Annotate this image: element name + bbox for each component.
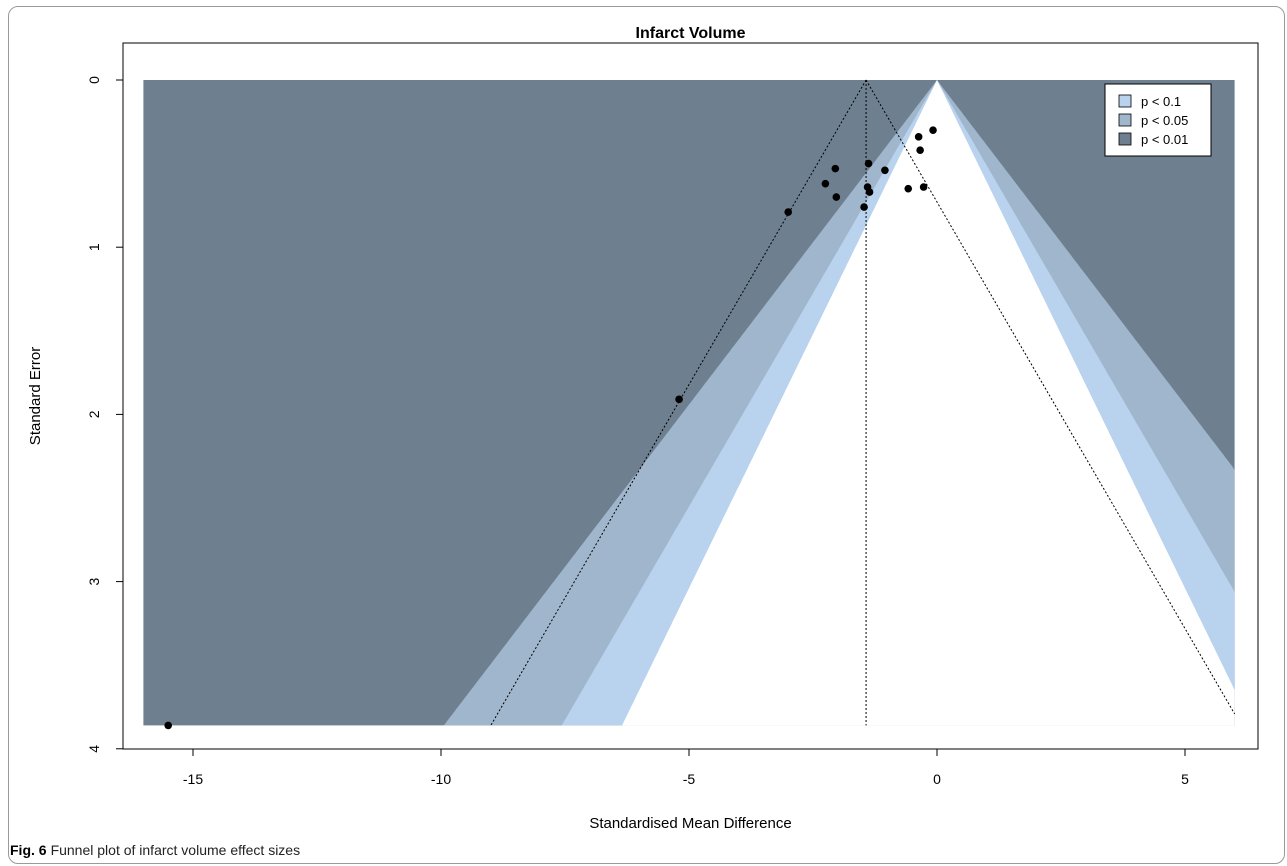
y-tick-label: 0 — [86, 76, 102, 84]
region-nonsignificant — [622, 80, 1235, 726]
legend-swatch — [1118, 132, 1132, 146]
significance-contours — [143, 80, 1235, 726]
study-point — [881, 166, 889, 175]
study-point — [164, 721, 172, 730]
caption-text: Funnel plot of infarct volume effect siz… — [50, 842, 301, 858]
legend-swatch — [1118, 113, 1132, 127]
plot-border — [122, 42, 1259, 750]
x-tick-label: -5 — [683, 771, 696, 787]
x-axis-label: Standardised Mean Difference — [589, 815, 791, 832]
study-point — [865, 188, 874, 196]
legend-swatch — [1118, 94, 1132, 108]
study-point — [675, 395, 683, 404]
x-tick-label: -15 — [183, 771, 203, 787]
study-point — [832, 193, 841, 201]
y-tick-label: 4 — [86, 745, 102, 753]
legend-label: p < 0.1 — [1141, 94, 1181, 109]
y-tick-label: 1 — [86, 243, 102, 251]
y-tick-label: 3 — [86, 577, 102, 585]
legend-label: p < 0.01 — [1141, 132, 1188, 147]
study-point — [831, 164, 840, 173]
caption-label: Fig. 6 — [10, 842, 47, 858]
study-point — [916, 146, 924, 155]
study-point — [860, 203, 868, 211]
x-tick-label: -10 — [431, 771, 451, 787]
x-tick-label: 5 — [1181, 771, 1189, 787]
figure-caption: Fig. 6 Funnel plot of infarct volume effe… — [10, 842, 300, 858]
legend-label: p < 0.05 — [1141, 113, 1188, 128]
study-point — [914, 133, 923, 141]
study-point — [864, 159, 873, 168]
y-tick-label: 2 — [86, 410, 102, 418]
legend: p < 0.1 p < 0.05 p < 0.01 — [1104, 83, 1212, 157]
study-point — [821, 179, 830, 188]
study-point — [929, 126, 937, 134]
x-tick-label: 0 — [933, 771, 941, 787]
axes: -15 -10 -5 0 5 0 1 2 3 4 — [86, 42, 1259, 787]
study-point — [904, 184, 913, 193]
study-points — [164, 126, 937, 730]
chart-title: Infarct Volume — [636, 25, 746, 42]
study-point — [919, 183, 928, 191]
y-axis-label: Standard Error — [27, 347, 44, 445]
study-point — [784, 208, 792, 216]
